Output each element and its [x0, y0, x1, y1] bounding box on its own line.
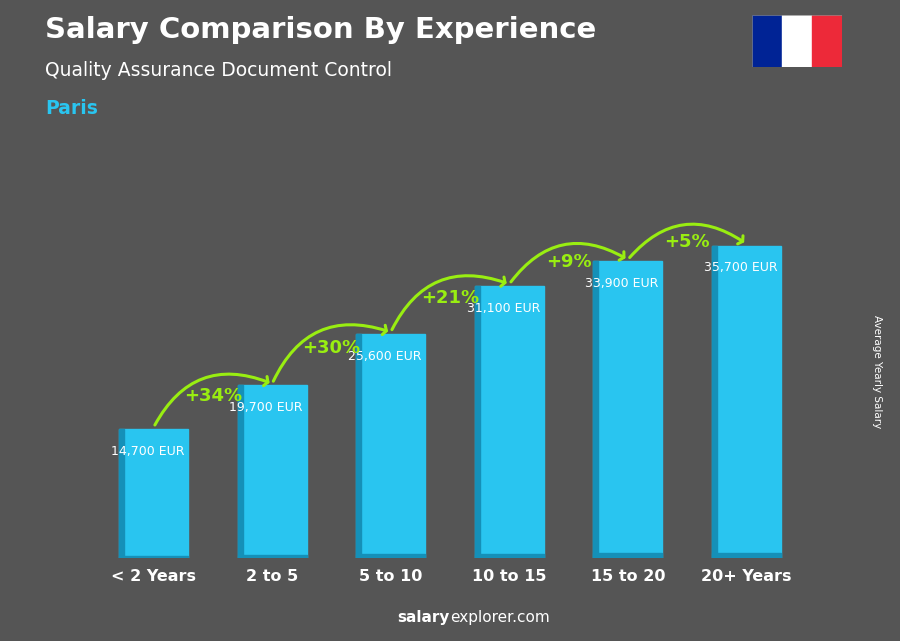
- Text: +5%: +5%: [664, 233, 710, 251]
- Bar: [712, 553, 781, 558]
- Bar: [356, 554, 425, 558]
- Text: 14,700 EUR: 14,700 EUR: [111, 445, 184, 458]
- Text: 25,600 EUR: 25,600 EUR: [348, 349, 421, 363]
- Bar: [238, 385, 307, 558]
- Text: 19,700 EUR: 19,700 EUR: [230, 401, 303, 414]
- Bar: [238, 555, 307, 558]
- Bar: [356, 334, 425, 558]
- Text: 33,900 EUR: 33,900 EUR: [585, 277, 659, 290]
- Bar: [119, 556, 188, 558]
- Text: Quality Assurance Document Control: Quality Assurance Document Control: [45, 61, 392, 80]
- Bar: [119, 429, 188, 558]
- Bar: [238, 385, 243, 558]
- Text: salary: salary: [398, 610, 450, 625]
- Bar: [475, 286, 480, 558]
- Text: Paris: Paris: [45, 99, 98, 119]
- Text: +21%: +21%: [421, 289, 479, 307]
- Bar: [593, 262, 598, 558]
- Text: 31,100 EUR: 31,100 EUR: [467, 301, 540, 315]
- Text: +30%: +30%: [302, 339, 361, 357]
- Text: +34%: +34%: [184, 387, 242, 404]
- Bar: [475, 554, 544, 558]
- Bar: [475, 286, 544, 558]
- Bar: [812, 15, 842, 67]
- Text: +9%: +9%: [545, 253, 591, 271]
- Bar: [781, 15, 812, 67]
- Text: Salary Comparison By Experience: Salary Comparison By Experience: [45, 16, 596, 44]
- Bar: [356, 334, 361, 558]
- Text: 35,700 EUR: 35,700 EUR: [704, 262, 778, 274]
- Bar: [752, 15, 781, 67]
- Bar: [593, 262, 662, 558]
- Text: explorer.com: explorer.com: [450, 610, 550, 625]
- Bar: [119, 429, 124, 558]
- Bar: [712, 246, 717, 558]
- Bar: [712, 246, 781, 558]
- Bar: [593, 553, 662, 558]
- Text: Average Yearly Salary: Average Yearly Salary: [872, 315, 883, 428]
